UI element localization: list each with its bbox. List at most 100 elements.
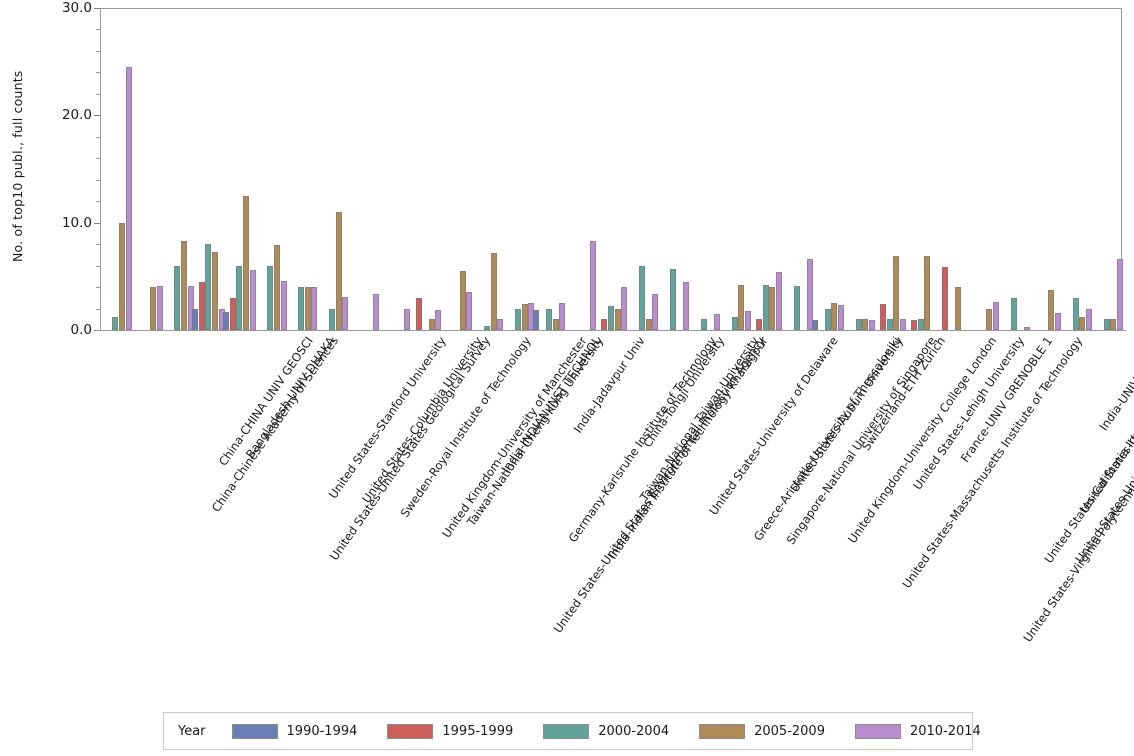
x-axis-line <box>96 330 1126 331</box>
bar <box>273 245 280 330</box>
bar <box>831 303 838 330</box>
bar <box>546 308 553 330</box>
bar <box>428 319 435 330</box>
bar <box>899 319 906 330</box>
bar <box>614 308 621 330</box>
bar-group <box>657 8 690 330</box>
bar <box>700 319 707 330</box>
y-tick-minor <box>96 179 100 181</box>
legend-color-swatch <box>231 723 278 739</box>
y-tick-label: 0.0 <box>70 322 92 338</box>
legend-label: 2000-2004 <box>598 723 670 739</box>
bar <box>298 287 305 330</box>
bar <box>459 270 466 330</box>
bar <box>515 308 522 330</box>
y-tick-minor <box>96 29 100 31</box>
bars-layer <box>100 8 1123 330</box>
bar <box>125 67 132 330</box>
bar-group <box>532 8 566 330</box>
legend-color-swatch <box>543 723 590 739</box>
bar <box>559 303 566 330</box>
bar <box>415 297 422 330</box>
bar-group <box>719 8 752 330</box>
x-tick-label: Switzerland-ETH Zurich <box>858 334 948 454</box>
bar-group <box>348 8 380 330</box>
bar <box>1023 326 1030 330</box>
bar <box>236 265 243 330</box>
bar <box>1110 319 1117 330</box>
legend: Year 1990-1994 1995-1999 2000-2004 2005-200… <box>163 712 981 750</box>
y-tick-minor <box>96 158 100 160</box>
bar <box>311 287 318 330</box>
bar <box>342 296 349 330</box>
bar <box>862 319 869 330</box>
bar <box>329 308 336 330</box>
legend-entry[interactable]: 2010-2014 <box>854 723 981 739</box>
bar <box>893 255 900 330</box>
y-tick-major <box>94 115 100 117</box>
bar <box>638 265 645 330</box>
y-tick-minor <box>96 308 100 310</box>
bar-group <box>255 8 287 330</box>
bar <box>669 268 676 330</box>
x-axis-labels: China-Chinese Academy of Sciences China-C… <box>0 330 1134 700</box>
legend-entry[interactable]: 1995-1999 <box>387 723 513 739</box>
legend-label: 1990-1994 <box>286 723 358 739</box>
bar <box>824 308 831 330</box>
y-tick-label: 10.0 <box>61 214 92 231</box>
legend-entry[interactable]: 2000-2004 <box>543 723 670 739</box>
bar-group <box>967 8 999 330</box>
legend-entry[interactable]: 2005-2009 <box>699 723 825 739</box>
y-axis-ticks: 0.0 10.0 20.0 30.0 <box>0 0 1134 340</box>
x-tick-label: United States-Virginia Polytechnic Insti… <box>1020 334 1134 645</box>
bar-group <box>441 8 473 330</box>
bar-group <box>1091 8 1123 330</box>
bar <box>1072 297 1079 330</box>
legend-title: Year <box>178 723 206 739</box>
bar-group <box>874 8 906 330</box>
x-tick-label: India-UNIV KALYANI <box>1096 334 1134 434</box>
bar <box>466 292 473 330</box>
bar <box>156 286 163 330</box>
bar-group <box>1060 8 1092 330</box>
bar <box>335 211 342 330</box>
bar-group <box>936 8 967 330</box>
plot-area <box>100 8 1122 330</box>
bar <box>924 255 931 330</box>
bar <box>532 309 539 330</box>
bar <box>607 306 614 330</box>
bar <box>756 319 763 330</box>
bar-group <box>626 8 659 330</box>
bar-group <box>472 8 504 330</box>
legend-label: 2010-2014 <box>909 723 981 739</box>
bar <box>745 310 752 330</box>
bar-group <box>223 8 256 330</box>
bar-group <box>192 8 225 330</box>
y-tick-minor <box>96 136 100 138</box>
bar <box>911 320 918 330</box>
bar <box>762 284 769 330</box>
y-tick-label: 30.0 <box>61 0 92 16</box>
bar <box>1079 317 1086 330</box>
bar <box>242 195 249 330</box>
bar <box>497 319 504 330</box>
bar <box>150 287 157 330</box>
bar <box>837 305 844 330</box>
y-tick-minor <box>96 287 100 289</box>
bar <box>249 269 256 330</box>
y-tick-minor <box>96 72 100 74</box>
legend-entry[interactable]: 1990-1994 <box>231 723 358 739</box>
bar-group <box>379 8 411 330</box>
bar-group <box>317 8 349 330</box>
bar <box>267 265 274 330</box>
bar <box>280 280 287 330</box>
bar <box>229 297 236 330</box>
bar <box>811 320 818 330</box>
bar <box>955 287 962 330</box>
bar <box>198 281 205 330</box>
bar <box>1116 259 1123 330</box>
bar <box>192 308 199 330</box>
legend-entries: 1990-1994 1995-1999 2000-2004 2005-2009 2010… <box>231 723 1011 739</box>
bar-group <box>596 8 628 330</box>
y-tick-major <box>94 222 100 224</box>
